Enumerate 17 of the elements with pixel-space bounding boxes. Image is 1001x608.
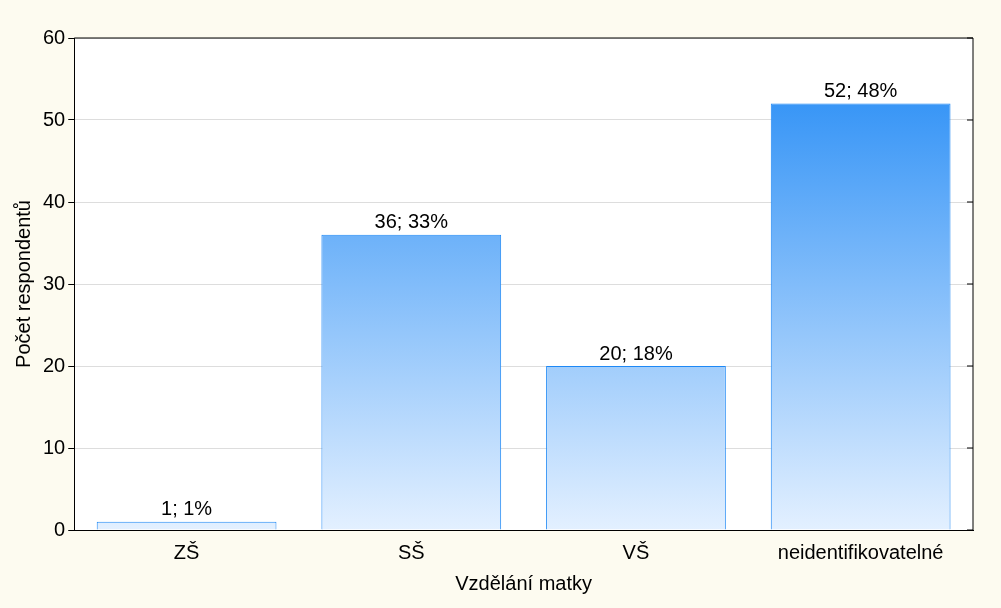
y-axis-title: Počet respondentů xyxy=(11,200,34,368)
data-label: 20; 18% xyxy=(599,341,673,364)
data-label: 36; 33% xyxy=(374,210,449,233)
x-axis-title: Vzdělání matky xyxy=(455,571,592,594)
y-tick-label: 50 xyxy=(43,107,66,130)
y-tick-label: 40 xyxy=(43,189,66,212)
x-tick-label: ZŠ xyxy=(173,540,200,563)
y-tick-label: 60 xyxy=(43,25,66,48)
data-label: 52; 48% xyxy=(823,79,898,102)
x-tick-label: SŠ xyxy=(397,540,425,563)
y-tick-label: 0 xyxy=(54,517,66,540)
y-tick-label: 10 xyxy=(43,435,66,458)
x-tick-label: VŠ xyxy=(622,540,650,563)
y-tick-label: 30 xyxy=(43,271,66,294)
data-label: 1; 1% xyxy=(161,497,213,520)
y-tick-label: 20 xyxy=(43,353,66,376)
x-tick-label: neidentifikovatelné xyxy=(777,540,944,563)
